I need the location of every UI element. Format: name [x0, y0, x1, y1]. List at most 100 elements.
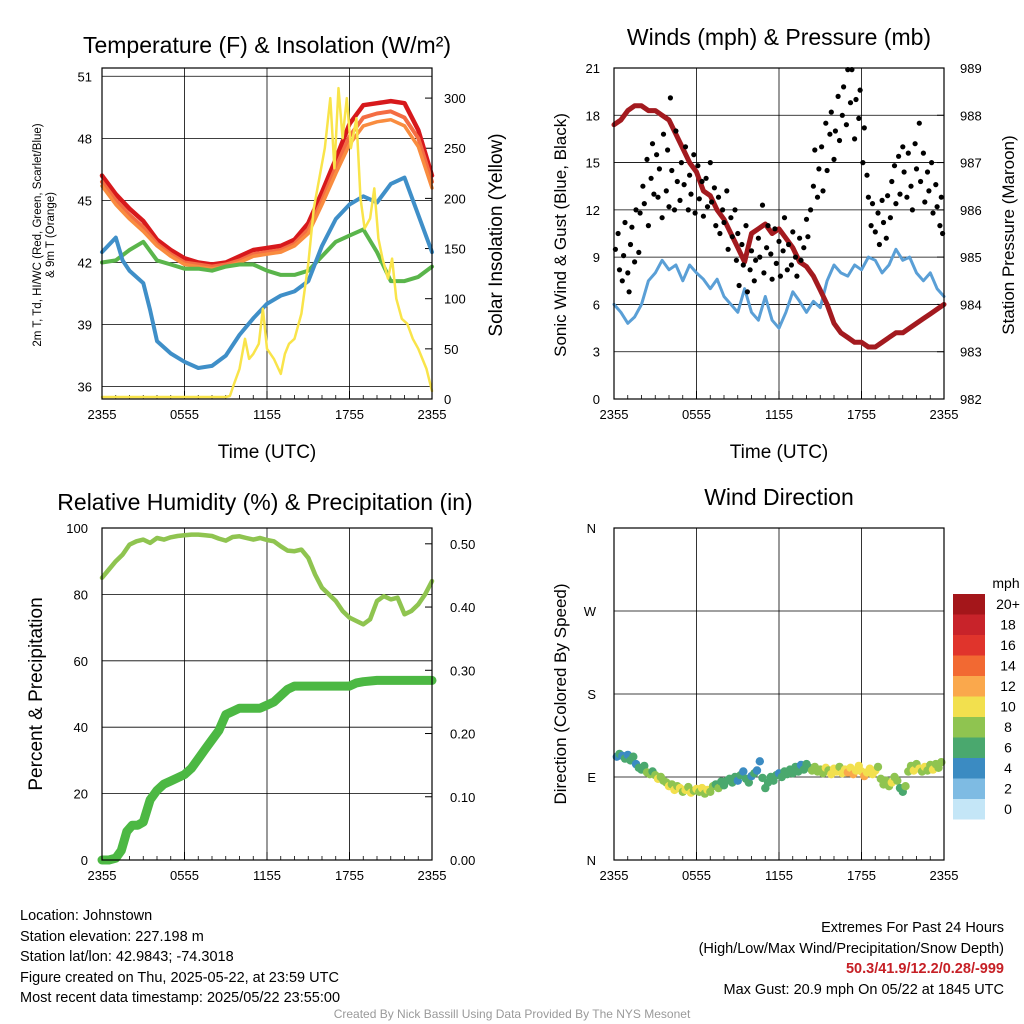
gust-point: [691, 152, 697, 158]
y2-tick-label: 989: [960, 61, 982, 76]
y-tick-label: N: [587, 521, 596, 536]
gust-point: [857, 87, 863, 93]
y-tick-label: 40: [74, 720, 88, 735]
gust-point: [695, 163, 701, 169]
gust-point: [880, 219, 887, 226]
gust-point: [918, 178, 924, 185]
gust-point: [666, 204, 672, 210]
y-tick-label: 6: [593, 297, 600, 312]
gust-point: [930, 210, 936, 216]
legend-swatch: [953, 799, 985, 820]
y2-tick-label: 0.10: [450, 790, 475, 805]
gust-point: [733, 257, 740, 263]
direction-point: [744, 778, 753, 787]
temp-line: [99, 98, 435, 267]
plot-frame: [101, 527, 433, 861]
y2-tick-label: 987: [960, 156, 982, 171]
y2-tick-label: 0.20: [450, 727, 475, 742]
gust-point: [828, 109, 834, 115]
gust-point: [792, 254, 799, 260]
gust-point: [699, 178, 705, 185]
y-axis-label-line: 2m T, Td, HI/WC (Red, Green, Scarlet/Blu…: [32, 123, 44, 346]
max-gust: Max Gust: 20.9 mph On 05/22 at 1845 UTC: [723, 981, 1004, 998]
gust-point: [900, 144, 906, 150]
x-tick-label: 0555: [682, 868, 711, 883]
gust-point: [619, 278, 625, 284]
legend-label: 0: [1004, 801, 1012, 817]
direction-point: [755, 757, 764, 766]
gust-point: [784, 267, 790, 273]
x-tick-label: 2355: [418, 868, 447, 883]
gust-point: [801, 245, 807, 251]
y2-tick-label: 0.40: [450, 600, 475, 615]
gust-point: [891, 163, 898, 169]
gust-point: [864, 172, 870, 178]
gust-point: [916, 120, 922, 126]
legend-swatch: [953, 737, 985, 758]
extremes-subtitle: (High/Low/Max Wind/Precipitation/Snow De…: [698, 940, 1004, 957]
legend-label: 10: [1000, 699, 1016, 715]
gust-point: [673, 128, 679, 134]
temperature-panel: Temperature (F) & Insolation (W/m²) 36 39 4…: [32, 32, 507, 463]
gust-point: [629, 224, 635, 230]
gust-point: [715, 194, 722, 200]
heat_index-line: [100, 117, 434, 271]
y2-tick-label: 250: [444, 141, 466, 156]
gust-point: [655, 194, 661, 200]
legend-label: 4: [1004, 760, 1012, 776]
y-tick-label: 0: [81, 853, 88, 868]
gust-point: [648, 175, 654, 181]
gust-point: [729, 234, 735, 240]
gust-point: [913, 166, 920, 172]
gust-point: [640, 183, 646, 189]
gust-point: [660, 131, 667, 137]
gust-point: [728, 215, 734, 221]
gust-point: [836, 137, 843, 144]
gust-point: [692, 210, 698, 216]
gust-point: [929, 160, 935, 166]
y2-tick-label: 982: [960, 392, 982, 407]
chart-title: Relative Humidity (%) & Precipitation (i…: [57, 489, 472, 515]
legend-swatch: [953, 614, 985, 635]
gust-point: [816, 166, 822, 172]
gust-point: [934, 204, 940, 210]
gust-point: [831, 156, 837, 162]
gust-point: [794, 273, 800, 279]
gust-point: [656, 166, 663, 172]
gust-point: [876, 241, 883, 248]
gust-point: [853, 96, 859, 103]
gust-point: [938, 194, 944, 200]
station-location: Location: Johnstown: [20, 908, 153, 924]
gust-point: [764, 245, 770, 251]
x-tick-label: 2355: [600, 868, 629, 883]
gust-point: [713, 223, 719, 229]
legend-swatch: [953, 655, 985, 676]
x-tick-label: 0555: [170, 407, 199, 422]
x-tick-label: 2355: [88, 868, 117, 883]
gust-point: [905, 150, 911, 156]
x-tick-label: 1155: [765, 868, 793, 883]
x-tick-label: 1755: [847, 868, 876, 883]
gust-point: [819, 144, 825, 150]
gust-point: [621, 253, 627, 259]
gust-point: [769, 276, 775, 282]
direction-point: [893, 776, 902, 785]
gust-point: [677, 197, 683, 203]
most-recent-data: Most recent data timestamp: 2025/05/22 2…: [20, 990, 341, 1006]
gust-point: [852, 136, 858, 142]
gust-point: [933, 182, 939, 188]
gust-point: [901, 169, 907, 175]
gust-point: [736, 282, 742, 289]
y-tick-label: 15: [586, 156, 600, 171]
direction-point: [901, 782, 910, 791]
gust-point: [765, 223, 771, 229]
figure-created: Figure created on Thu, 2025-05-22, at 23…: [20, 969, 339, 986]
gust-point: [757, 254, 763, 260]
gust-point: [707, 160, 713, 166]
gust-point: [740, 262, 746, 268]
chart-title: Temperature (F) & Insolation (W/m²): [83, 32, 451, 58]
gust-point: [893, 201, 899, 207]
y-tick-label: 3: [593, 345, 600, 360]
x-tick-label: 2355: [88, 407, 117, 422]
gust-point: [798, 257, 804, 263]
